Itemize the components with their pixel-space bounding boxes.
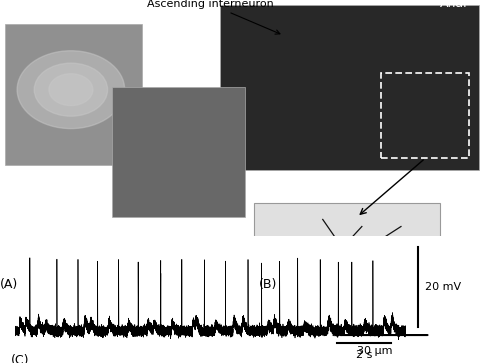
Bar bbox=[220, 5, 478, 170]
Text: (B): (B) bbox=[259, 278, 277, 291]
Text: Anal: Anal bbox=[439, 0, 467, 10]
Bar bbox=[254, 203, 439, 307]
Text: 20 mV: 20 mV bbox=[425, 282, 461, 292]
Ellipse shape bbox=[34, 63, 107, 116]
Bar bbox=[112, 87, 244, 217]
Ellipse shape bbox=[349, 262, 363, 272]
Bar bbox=[5, 24, 142, 165]
Ellipse shape bbox=[362, 239, 380, 252]
Text: 2 s: 2 s bbox=[355, 350, 372, 360]
Bar bbox=[381, 73, 468, 158]
Text: (C): (C) bbox=[11, 354, 29, 363]
Ellipse shape bbox=[307, 250, 327, 264]
Text: Ascending interneuron: Ascending interneuron bbox=[146, 0, 279, 34]
Ellipse shape bbox=[49, 74, 93, 106]
Text: (A): (A) bbox=[0, 278, 18, 291]
Ellipse shape bbox=[383, 254, 398, 265]
Ellipse shape bbox=[328, 239, 355, 256]
Text: Oral: Oral bbox=[10, 7, 36, 20]
Text: 30 μm: 30 μm bbox=[356, 346, 392, 356]
Ellipse shape bbox=[17, 51, 124, 129]
